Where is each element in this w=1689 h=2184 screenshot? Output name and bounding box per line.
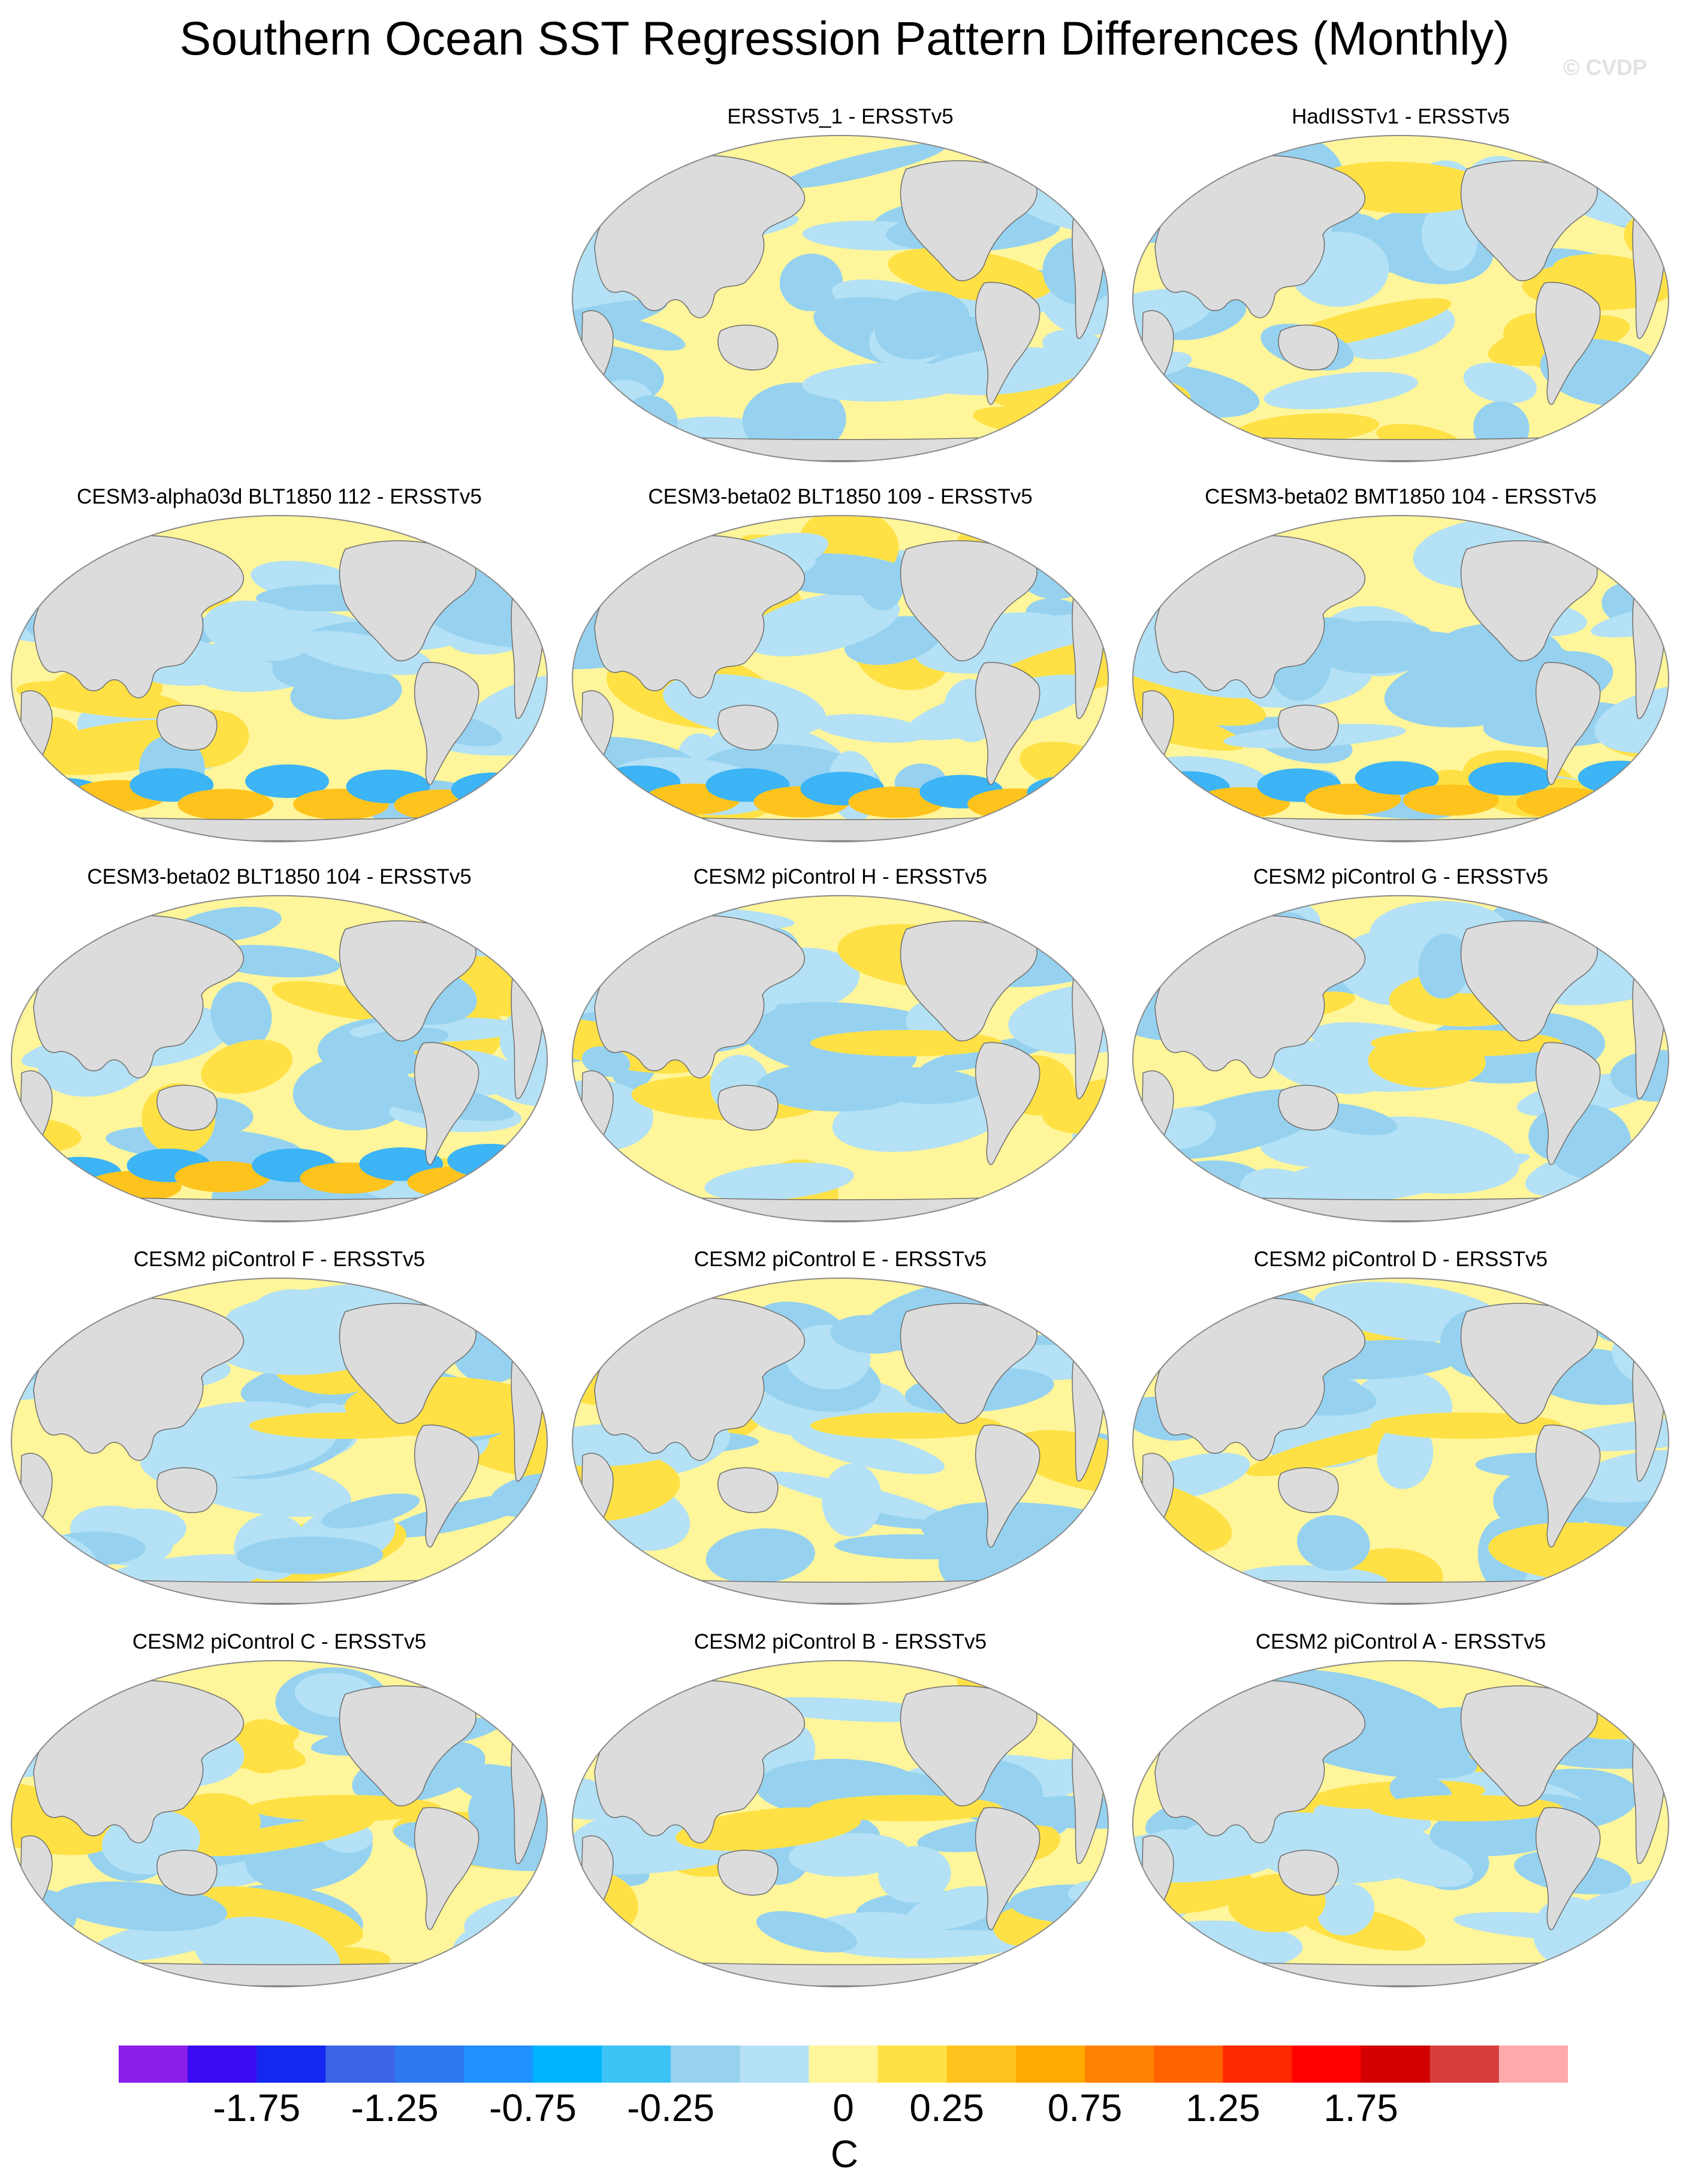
colorbar-tick-label: 0.25 [909, 2086, 984, 2129]
colorbar-tick-label: -1.75 [213, 2086, 301, 2129]
colorbar [119, 2046, 1568, 2083]
panel-title: CESM2 piControl H - ERSSTv5 [693, 865, 988, 888]
colorbar-swatch [1223, 2046, 1292, 2083]
colorbar-swatch [1292, 2046, 1362, 2083]
panel-title: ERSSTv5_1 - ERSSTv5 [727, 105, 954, 128]
sst-difference-map [572, 1660, 1109, 1987]
colorbar-swatch [1085, 2046, 1154, 2083]
colorbar-swatch [119, 2046, 188, 2083]
colorbar-swatch [602, 2046, 671, 2083]
map-panel: ERSSTv5_1 - ERSSTv5 [561, 103, 1120, 475]
sst-difference-map [572, 135, 1109, 462]
colorbar-tick-label: 0.75 [1047, 2086, 1123, 2129]
sst-difference-map [572, 895, 1109, 1222]
sst-difference-map [11, 1660, 548, 1987]
colorbar-swatch [1015, 2046, 1085, 2083]
colorbar-swatch [394, 2046, 465, 2083]
sst-difference-map [1132, 1278, 1669, 1605]
panel-title: HadISSTv1 - ERSSTv5 [1292, 105, 1510, 128]
map-panel: CESM3-alpha03d BLT1850 112 - ERSSTv5 [0, 483, 559, 855]
colorbar-tick-label: -0.75 [488, 2086, 577, 2129]
map-panel: CESM2 piControl G - ERSSTv5 [1121, 863, 1680, 1235]
panel-title: CESM2 piControl E - ERSSTv5 [693, 1248, 987, 1271]
panel-title: CESM2 piControl F - ERSSTv5 [133, 1248, 426, 1271]
map-panel: CESM2 piControl F - ERSSTv5 [0, 1246, 559, 1617]
sst-difference-map [572, 515, 1109, 842]
colorbar-unit: C [830, 2132, 859, 2176]
colorbar-swatch [1154, 2046, 1223, 2083]
panel-title: CESM2 piControl D - ERSSTv5 [1253, 1248, 1548, 1271]
colorbar-tick-label: -1.25 [351, 2086, 439, 2129]
map-panel: CESM3-beta02 BMT1850 104 - ERSSTv5 [1121, 483, 1680, 855]
panel-title: CESM3-beta02 BMT1850 104 - ERSSTv5 [1205, 485, 1597, 508]
sst-difference-map [11, 1278, 548, 1605]
colorbar-swatch [809, 2046, 879, 2083]
colorbar-swatch [877, 2046, 948, 2083]
map-panel: CESM2 piControl D - ERSSTv5 [1121, 1246, 1680, 1617]
colorbar-swatch [946, 2046, 1017, 2083]
sst-difference-map [11, 515, 548, 842]
colorbar-swatch [532, 2046, 602, 2083]
panel-title: CESM3-alpha03d BLT1850 112 - ERSSTv5 [77, 485, 482, 508]
panel-title: CESM2 piControl G - ERSSTv5 [1253, 865, 1549, 888]
sst-difference-map [11, 895, 548, 1222]
map-panel: CESM2 piControl B - ERSSTv5 [561, 1628, 1120, 2000]
colorbar-tick-label: 1.75 [1323, 2086, 1398, 2129]
colorbar-swatch [671, 2046, 740, 2083]
colorbar-swatch [325, 2046, 396, 2083]
sst-difference-map [1132, 895, 1669, 1222]
map-panel: CESM2 piControl A - ERSSTv5 [1121, 1628, 1680, 2000]
map-panel: CESM2 piControl E - ERSSTv5 [561, 1246, 1120, 1617]
colorbar-swatch [463, 2046, 533, 2083]
map-panel: CESM2 piControl C - ERSSTv5 [0, 1628, 559, 2000]
sst-difference-map [1132, 515, 1669, 842]
panel-title: CESM3-beta02 BLT1850 104 - ERSSTv5 [87, 865, 472, 888]
sst-difference-map [1132, 1660, 1669, 1987]
figure-title: Southern Ocean SST Regression Pattern Di… [179, 11, 1510, 65]
map-panel: CESM3-beta02 BLT1850 104 - ERSSTv5 [0, 863, 559, 1235]
colorbar-swatch [188, 2046, 257, 2083]
map-panel: CESM2 piControl H - ERSSTv5 [561, 863, 1120, 1235]
colorbar-tick-label: 0 [833, 2086, 854, 2129]
sst-difference-map [1132, 135, 1669, 462]
panel-title: CESM2 piControl A - ERSSTv5 [1255, 1630, 1546, 1653]
map-panel: CESM3-beta02 BLT1850 109 - ERSSTv5 [561, 483, 1120, 855]
colorbar-swatch [1429, 2046, 1500, 2083]
colorbar-swatch [1361, 2046, 1431, 2083]
map-panel: HadISSTv1 - ERSSTv5 [1121, 103, 1680, 475]
panel-title: CESM2 piControl C - ERSSTv5 [132, 1630, 427, 1653]
panel-title: CESM2 piControl B - ERSSTv5 [693, 1630, 987, 1653]
colorbar-tick-label: 1.25 [1186, 2086, 1260, 2129]
panel-title: CESM3-beta02 BLT1850 109 - ERSSTv5 [648, 485, 1033, 508]
colorbar-tick-label: -0.25 [627, 2086, 715, 2129]
colorbar-swatch [740, 2046, 809, 2083]
colorbar-swatch [1498, 2046, 1568, 2083]
colorbar-swatch [257, 2046, 326, 2083]
cvdp-watermark: © CVDP [1563, 55, 1648, 80]
sst-difference-map [572, 1278, 1109, 1605]
